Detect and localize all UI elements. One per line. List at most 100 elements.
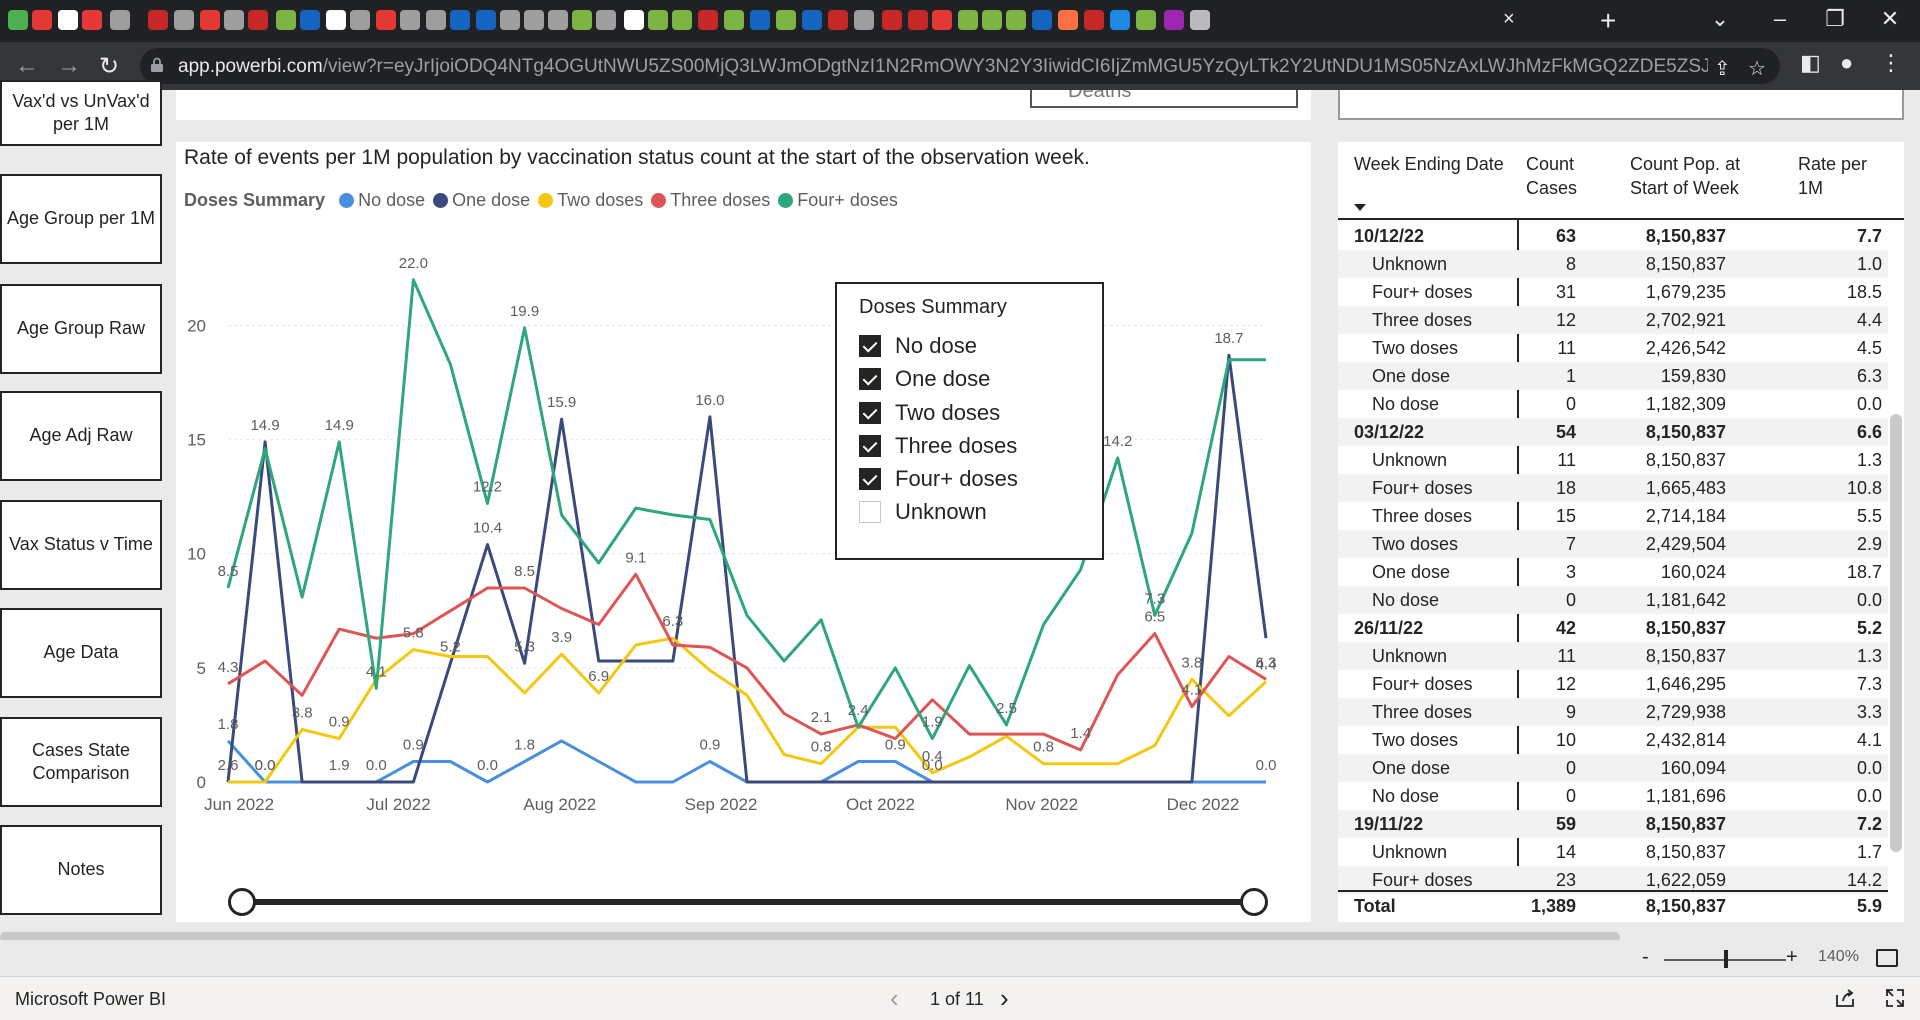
share-page-icon[interactable]: ⇪ bbox=[1714, 58, 1731, 80]
table-row[interactable]: Four+ doses 31 1,679,235 18.5 bbox=[1338, 278, 1888, 306]
legend-item-two-doses[interactable]: Two doses bbox=[538, 190, 643, 211]
previous-page-button[interactable]: ‹ bbox=[890, 983, 899, 1013]
tab-favicon-icon[interactable] bbox=[110, 10, 130, 30]
tab-favicon-icon[interactable] bbox=[572, 10, 592, 30]
power-bi-brand[interactable]: Microsoft Power BI bbox=[15, 989, 167, 1009]
checkbox-checked-icon[interactable] bbox=[859, 402, 881, 424]
bookmark-star-icon[interactable]: ☆ bbox=[1748, 58, 1766, 80]
browser-menu-icon[interactable]: ⋮ bbox=[1880, 50, 1902, 75]
back-icon[interactable]: ← bbox=[15, 52, 39, 79]
tab-favicon-icon[interactable] bbox=[624, 10, 644, 30]
tab-favicon-icon[interactable] bbox=[854, 10, 874, 30]
header-count-pop[interactable]: Count Pop. at Start of Week bbox=[1630, 154, 1741, 199]
nav-age-data[interactable]: Age Data bbox=[0, 608, 162, 698]
tab-favicon-icon[interactable] bbox=[1084, 10, 1104, 30]
tab-favicon-icon[interactable] bbox=[1110, 10, 1130, 30]
checkbox-checked-icon[interactable] bbox=[859, 368, 881, 390]
window-close-icon[interactable]: ✕ bbox=[1880, 6, 1900, 31]
nav-vaxd-vs-unvaxd[interactable]: Vax'd vs UnVax'd per 1M bbox=[0, 80, 162, 146]
nav-vax-status-v-time[interactable]: Vax Status v Time bbox=[0, 500, 162, 590]
nav-age-group-raw[interactable]: Age Group Raw bbox=[0, 284, 162, 374]
maximize-icon[interactable]: ❐ bbox=[1825, 6, 1845, 31]
tab-favicon-icon[interactable] bbox=[648, 10, 668, 30]
tab-favicon-icon[interactable] bbox=[672, 10, 692, 30]
table-group-row[interactable]: 26/11/22 42 8,150,837 5.2 bbox=[1338, 614, 1888, 642]
zoom-out-button[interactable]: - bbox=[1642, 946, 1649, 968]
table-row[interactable]: One dose 1 159,830 6.3 bbox=[1338, 362, 1888, 390]
tab-favicon-icon[interactable] bbox=[174, 10, 194, 30]
table-row[interactable]: Unknown 14 8,150,837 1.7 bbox=[1338, 838, 1888, 866]
legend-item-three-doses[interactable]: Three doses bbox=[651, 190, 770, 211]
tab-favicon-icon[interactable] bbox=[248, 10, 268, 30]
table-row[interactable]: No dose 0 1,181,696 0.0 bbox=[1338, 782, 1888, 810]
table-row[interactable]: One dose 0 160,094 0.0 bbox=[1338, 754, 1888, 782]
legend-item-no-dose[interactable]: No dose bbox=[339, 190, 425, 211]
table-row[interactable]: Four+ doses 12 1,646,295 7.3 bbox=[1338, 670, 1888, 698]
tab-favicon-icon[interactable] bbox=[524, 10, 544, 30]
nav-age-adj-raw[interactable]: Age Adj Raw bbox=[0, 391, 162, 481]
series-line-three-doses[interactable] bbox=[227, 572, 1267, 752]
tab-favicon-icon[interactable] bbox=[932, 10, 952, 30]
zoom-in-button[interactable]: + bbox=[1786, 946, 1798, 968]
fit-to-page-icon[interactable] bbox=[1876, 949, 1898, 967]
tab-favicon-icon[interactable] bbox=[1164, 10, 1184, 30]
page-horizontal-scrollbar[interactable] bbox=[0, 932, 1620, 942]
tab-favicon-icon[interactable] bbox=[276, 10, 296, 30]
table-row[interactable]: Three doses 15 2,714,184 5.5 bbox=[1338, 502, 1888, 530]
header-week-ending-date[interactable]: Week Ending Date bbox=[1354, 154, 1504, 174]
close-tab-icon[interactable]: × bbox=[1503, 8, 1515, 30]
share-icon[interactable] bbox=[1834, 987, 1856, 1009]
tab-favicon-icon[interactable] bbox=[958, 10, 978, 30]
slicer-item-three-doses[interactable]: Three doses bbox=[859, 432, 1017, 460]
tab-favicon-icon[interactable] bbox=[828, 10, 848, 30]
tab-favicon-icon[interactable] bbox=[548, 10, 568, 30]
minimize-icon[interactable]: – bbox=[1773, 6, 1787, 31]
tab-favicon-icon[interactable] bbox=[300, 10, 320, 30]
tab-favicon-icon[interactable] bbox=[1190, 10, 1210, 30]
table-group-row[interactable]: 03/12/22 54 8,150,837 6.6 bbox=[1338, 418, 1888, 446]
nav-cases-state-comparison[interactable]: Cases State Comparison bbox=[0, 717, 162, 807]
tab-favicon-icon[interactable] bbox=[58, 10, 78, 30]
table-row[interactable]: Unknown 11 8,150,837 1.3 bbox=[1338, 642, 1888, 670]
checkbox-unchecked-icon[interactable] bbox=[859, 501, 881, 523]
tab-favicon-icon[interactable] bbox=[82, 10, 102, 30]
tab-favicon-icon[interactable] bbox=[400, 10, 420, 30]
slicer-item-two-doses[interactable]: Two doses bbox=[859, 399, 1000, 427]
table-row[interactable]: Two doses 10 2,432,814 4.1 bbox=[1338, 726, 1888, 754]
profile-icon[interactable]: ● bbox=[1840, 50, 1854, 75]
nav-notes[interactable]: Notes bbox=[0, 825, 162, 915]
slider-start-handle[interactable] bbox=[228, 888, 256, 916]
tab-favicon-icon[interactable] bbox=[698, 10, 718, 30]
tab-search-icon[interactable]: ⌄ bbox=[1710, 6, 1730, 31]
series-line-two-doses[interactable] bbox=[228, 636, 1268, 784]
tab-favicon-icon[interactable] bbox=[776, 10, 796, 30]
date-range-slider[interactable] bbox=[228, 886, 1268, 916]
fullscreen-icon[interactable] bbox=[1884, 987, 1906, 1009]
table-vertical-scrollbar[interactable] bbox=[1890, 414, 1902, 852]
slider-track[interactable] bbox=[242, 899, 1254, 905]
sort-descending-icon[interactable] bbox=[1354, 204, 1366, 211]
header-count-cases[interactable]: Count Cases bbox=[1526, 154, 1578, 199]
tab-favicon-icon[interactable] bbox=[882, 10, 902, 30]
forward-icon[interactable]: → bbox=[57, 52, 81, 79]
tab-favicon-icon[interactable] bbox=[1136, 10, 1156, 30]
zoom-slider-thumb[interactable] bbox=[1724, 950, 1728, 968]
tab-favicon-icon[interactable] bbox=[148, 10, 168, 30]
tab-favicon-icon[interactable] bbox=[1032, 10, 1052, 30]
table-row[interactable]: One dose 3 160,024 18.7 bbox=[1338, 558, 1888, 586]
tab-favicon-icon[interactable] bbox=[750, 10, 770, 30]
tab-favicon-icon[interactable] bbox=[1006, 10, 1026, 30]
tab-favicon-icon[interactable] bbox=[802, 10, 822, 30]
next-page-button[interactable]: › bbox=[1000, 983, 1009, 1013]
tab-favicon-icon[interactable] bbox=[200, 10, 220, 30]
legend-item-four-plus-doses[interactable]: Four+ doses bbox=[778, 190, 898, 211]
table-row[interactable]: Four+ doses 23 1,622,059 14.2 bbox=[1338, 866, 1888, 894]
tab-favicon-icon[interactable] bbox=[724, 10, 744, 30]
deaths-slicer-partial[interactable]: Deaths bbox=[1030, 90, 1298, 108]
legend-item-one-dose[interactable]: One dose bbox=[433, 190, 530, 211]
table-row[interactable]: Three doses 9 2,729,938 3.3 bbox=[1338, 698, 1888, 726]
slicer-item-one-dose[interactable]: One dose bbox=[859, 365, 990, 393]
table-row[interactable]: Two doses 11 2,426,542 4.5 bbox=[1338, 334, 1888, 362]
tab-favicon-icon[interactable] bbox=[376, 10, 396, 30]
table-row[interactable]: Unknown 8 8,150,837 1.0 bbox=[1338, 250, 1888, 278]
